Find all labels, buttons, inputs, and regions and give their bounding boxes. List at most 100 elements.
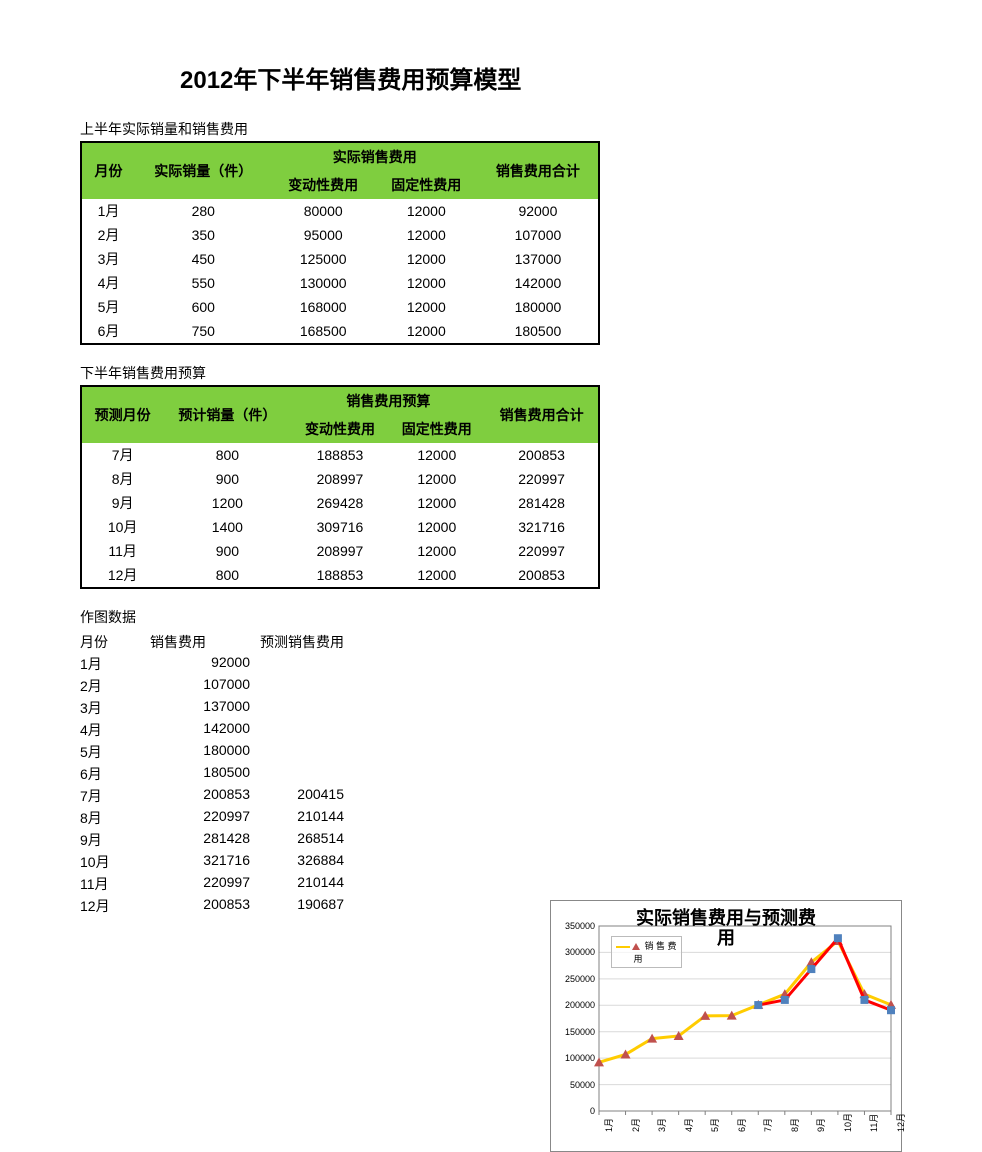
cell: 11月	[81, 539, 163, 563]
cell: 4月	[81, 271, 135, 295]
cell	[260, 719, 354, 741]
ytick-label: 300000	[555, 947, 595, 957]
th-total: 销售费用合计	[478, 142, 599, 199]
table-row: 6月75016850012000180500	[81, 319, 599, 344]
cell: 200853	[485, 563, 599, 588]
cell: 12000	[375, 247, 478, 271]
cell: 208997	[292, 539, 389, 563]
cell: 12000	[375, 199, 478, 223]
cell: 321716	[150, 851, 260, 873]
cell: 137000	[478, 247, 599, 271]
th-cost-group: 销售费用预算	[292, 386, 486, 415]
th-pred: 预测销售费用	[260, 631, 354, 653]
cell: 750	[135, 319, 272, 344]
table-row: 4月142000	[80, 719, 354, 741]
cell: 220997	[485, 539, 599, 563]
cell: 168500	[272, 319, 375, 344]
cell: 1月	[80, 653, 150, 675]
cell: 600	[135, 295, 272, 319]
xtick-label: 2月	[629, 1118, 642, 1132]
cell: 326884	[260, 851, 354, 873]
cell: 190687	[260, 895, 354, 917]
cell: 12000	[388, 467, 485, 491]
cell	[260, 697, 354, 719]
cell: 900	[163, 467, 291, 491]
table-row: 2月3509500012000107000	[81, 223, 599, 247]
chart-title: 实际销售费用与预测费 用	[551, 909, 901, 949]
table-row: 12月80018885312000200853	[81, 563, 599, 588]
page-title: 2012年下半年销售费用预算模型	[180, 60, 980, 95]
ytick-label: 50000	[555, 1080, 595, 1090]
table-row: 11月90020899712000220997	[81, 539, 599, 563]
cell: 12月	[81, 563, 163, 588]
cell: 12000	[388, 491, 485, 515]
cell: 80000	[272, 199, 375, 223]
cell: 309716	[292, 515, 389, 539]
cell	[260, 741, 354, 763]
th-cost: 销售费用	[150, 631, 260, 653]
ytick-label: 100000	[555, 1053, 595, 1063]
th-variable: 变动性费用	[272, 171, 375, 199]
cell: 321716	[485, 515, 599, 539]
cell: 350	[135, 223, 272, 247]
cell: 281428	[485, 491, 599, 515]
cell: 12000	[375, 223, 478, 247]
ytick-label: 200000	[555, 1000, 595, 1010]
cell: 7月	[81, 443, 163, 467]
table-row: 3月45012500012000137000	[81, 247, 599, 271]
table1: 月份 实际销量（件） 实际销售费用 销售费用合计 变动性费用 固定性费用 1月2…	[80, 141, 600, 345]
cell: 800	[163, 563, 291, 588]
xtick-label: 12月	[894, 1113, 907, 1132]
cell: 220997	[150, 873, 260, 895]
xtick-label: 1月	[602, 1118, 615, 1132]
xtick-label: 5月	[708, 1118, 721, 1132]
cell: 8月	[80, 807, 150, 829]
table-row: 10月140030971612000321716	[81, 515, 599, 539]
th-variable: 变动性费用	[292, 415, 389, 443]
cell: 269428	[292, 491, 389, 515]
ytick-label: 250000	[555, 974, 595, 984]
xtick-label: 11月	[867, 1114, 880, 1132]
cell: 4月	[80, 719, 150, 741]
cell: 220997	[485, 467, 599, 491]
xtick-label: 8月	[788, 1118, 801, 1132]
th-cost-group: 实际销售费用	[272, 142, 478, 171]
cell: 3月	[80, 697, 150, 719]
table-row: 8月220997210144	[80, 807, 354, 829]
cell	[260, 653, 354, 675]
cell: 12000	[388, 563, 485, 588]
xtick-label: 6月	[735, 1118, 748, 1132]
cell: 11月	[80, 873, 150, 895]
th-qty: 实际销量（件）	[135, 142, 272, 199]
cell: 900	[163, 539, 291, 563]
table-row: 5月60016800012000180000	[81, 295, 599, 319]
th-fixed: 固定性费用	[375, 171, 478, 199]
cell: 125000	[272, 247, 375, 271]
table-row: 1月92000	[80, 653, 354, 675]
cell: 107000	[478, 223, 599, 247]
cell: 550	[135, 271, 272, 295]
table-row: 3月137000	[80, 697, 354, 719]
table-row: 11月220997210144	[80, 873, 354, 895]
cell: 188853	[292, 443, 389, 467]
cell: 208997	[292, 467, 389, 491]
th-month: 月份	[80, 631, 150, 653]
cell: 200415	[260, 785, 354, 807]
cell: 9月	[81, 491, 163, 515]
cell: 142000	[150, 719, 260, 741]
cell: 95000	[272, 223, 375, 247]
cell	[260, 763, 354, 785]
table-row: 4月55013000012000142000	[81, 271, 599, 295]
th-month: 预测月份	[81, 386, 163, 443]
cell: 1400	[163, 515, 291, 539]
cell: 5月	[80, 741, 150, 763]
cell: 137000	[150, 697, 260, 719]
ytick-label: 0	[555, 1106, 595, 1116]
cell: 130000	[272, 271, 375, 295]
cell: 9月	[80, 829, 150, 851]
cell: 180000	[150, 741, 260, 763]
xtick-label: 10月	[841, 1113, 854, 1132]
table-row: 9月281428268514	[80, 829, 354, 851]
cell: 220997	[150, 807, 260, 829]
xtick-label: 9月	[814, 1118, 827, 1132]
